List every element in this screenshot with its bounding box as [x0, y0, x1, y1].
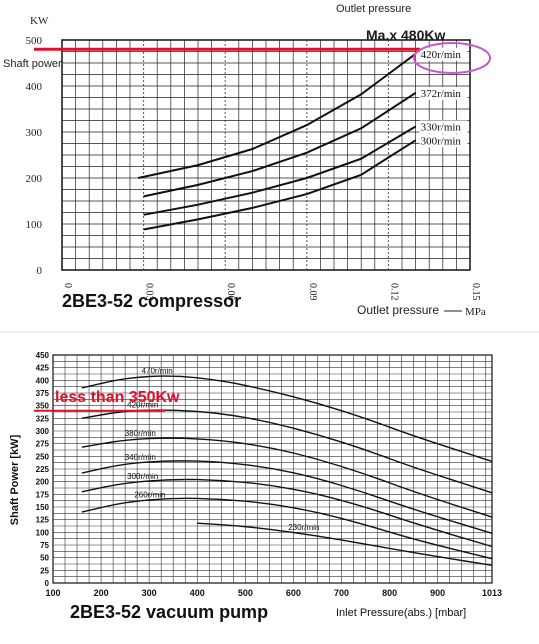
vacuum-y-tick-label: 425 [36, 364, 50, 373]
vacuum-y-tick-label: 150 [36, 503, 50, 512]
compressor-series-label: 330r/min [421, 121, 462, 133]
compressor-series: 420r/min 372r/min 330r/min 300r/min [137, 47, 468, 231]
compressor-title: 2BE3-52 compressor [62, 291, 241, 311]
vacuum-y-tick-label: 300 [36, 427, 50, 436]
vacuum-y-tick-label: 75 [40, 541, 49, 550]
compressor-x-unit: MPa [465, 306, 486, 318]
compressor-series-line [143, 92, 417, 198]
vacuum-series-line [81, 497, 493, 560]
vacuum-y-tick-label: 50 [40, 554, 49, 563]
compressor-series-line [143, 125, 417, 216]
compressor-y-tick-label: 100 [26, 219, 43, 231]
vacuum-series-label: 470r/min [142, 366, 173, 375]
vacuum-y-tick-label: 0 [45, 579, 50, 588]
compressor-x-ticks: 0 0.03 0.06 0.09 0.12 0.15 [62, 283, 481, 301]
compressor-y-tick-label: 200 [26, 173, 43, 185]
vacuum-y-tick-label: 375 [36, 389, 50, 398]
vacuum-y-tick-label: 450 [36, 351, 50, 360]
compressor-series-line [143, 139, 417, 231]
vacuum-x-tick-label: 200 [94, 588, 109, 598]
highlight-circle [413, 42, 491, 74]
vacuum-x-tick-label: 1013 [482, 588, 502, 598]
vacuum-series-label: 230r/min [288, 523, 319, 532]
vacuum-series-label: 420r/min [127, 400, 158, 409]
compressor-chart: 0 0.03 0.06 0.09 0.12 0.15 0 100 200 300 400 500 4… [3, 3, 491, 318]
compressor-series-label: 420r/min [421, 49, 462, 61]
compressor-y-unit: KW [30, 15, 49, 27]
vacuum-x-tick-label: 600 [286, 588, 301, 598]
compressor-x-tick-label: 0 [62, 283, 73, 288]
vacuum-y-tick-label: 250 [36, 452, 50, 461]
vacuum-series-line [81, 478, 493, 548]
compressor-series-line [137, 52, 417, 179]
compressor-x-tick-label: 0.03 [144, 283, 155, 301]
compressor-top-label: Outlet pressure [336, 3, 411, 15]
compressor-y-tick-label: 300 [26, 127, 43, 139]
compressor-series-label-bg [419, 120, 468, 134]
vacuum-title: 2BE3-52 vacuum pump [70, 602, 268, 622]
vacuum-y-tick-label: 25 [40, 566, 49, 575]
vacuum-series-label: 260r/min [134, 490, 165, 499]
vacuum-y-ticks: 0 25 50 75 100 125 150 175 200 225 250 275 300 325 350… [36, 351, 50, 588]
vacuum-x-ticks: 100 200 300 400 500 600 700 800 900 1013 [45, 588, 502, 598]
vacuum-y-tick-label: 125 [36, 516, 50, 525]
vacuum-x-tick-label: 900 [430, 588, 445, 598]
limit-power-annotation: less than 350Kw [55, 389, 180, 406]
vacuum-y-tick-label: 225 [36, 465, 50, 474]
vacuum-series-line [81, 460, 493, 534]
compressor-y-axis-label: Shaft power [3, 58, 62, 70]
vacuum-pump-chart: 100 200 300 400 500 600 700 800 900 1013 0 25 50 75 1… [9, 351, 502, 622]
vacuum-x-tick-label: 800 [382, 588, 397, 598]
vacuum-series: 470r/min 420r/min 380r/min 340r/min 300r/min… [81, 366, 493, 566]
vacuum-x-tick-label: 100 [45, 588, 60, 598]
vacuum-y-tick-label: 200 [36, 478, 50, 487]
compressor-series-label: 372r/min [421, 88, 462, 100]
compressor-series-label-bg [419, 134, 468, 148]
compressor-x-tick-label: 0.06 [225, 283, 236, 301]
vacuum-y-tick-label: 175 [36, 490, 50, 499]
vacuum-series-line [81, 375, 493, 463]
vacuum-x-tick-label: 300 [142, 588, 157, 598]
compressor-x-axis-label: Outlet pressure [357, 303, 439, 317]
vacuum-y-tick-label: 100 [36, 528, 50, 537]
vacuum-x-tick-label: 400 [190, 588, 205, 598]
vacuum-y-tick-label: 400 [36, 376, 50, 385]
vacuum-series-label: 340r/min [125, 453, 156, 462]
vacuum-series-line [81, 409, 493, 494]
vacuum-series-label: 300r/min [127, 472, 158, 481]
vacuum-series-label: 380r/min [125, 429, 156, 438]
compressor-y-tick-label: 500 [26, 35, 43, 47]
compressor-grid [61, 39, 471, 271]
compressor-x-tick-label: 0.15 [470, 283, 481, 301]
vacuum-series-line [197, 522, 493, 566]
vacuum-x-tick-label: 500 [238, 588, 253, 598]
compressor-y-ticks: 0 100 200 300 400 500 [26, 35, 43, 277]
vacuum-series-line [81, 437, 493, 518]
vacuum-y-tick-label: 350 [36, 402, 50, 411]
compressor-x-tick-label: 0.09 [307, 283, 318, 301]
compressor-series-label: 300r/min [421, 135, 462, 147]
compressor-y-tick-label: 400 [26, 81, 43, 93]
compressor-series-label-bg [419, 86, 468, 100]
vacuum-y-tick-label: 275 [36, 440, 50, 449]
compressor-series-label-bg [419, 47, 468, 61]
vacuum-y-tick-label: 325 [36, 414, 50, 423]
max-power-annotation: Ma.x 480Kw [366, 27, 445, 43]
compressor-y-tick-label: 0 [37, 265, 43, 277]
compressor-x-tick-label: 0.12 [388, 283, 399, 301]
vacuum-x-axis-label: Inlet Pressure(abs.) [mbar] [336, 607, 466, 619]
vacuum-x-tick-label: 700 [334, 588, 349, 598]
vacuum-y-axis-label: Shaft Power [kW] [9, 434, 21, 525]
